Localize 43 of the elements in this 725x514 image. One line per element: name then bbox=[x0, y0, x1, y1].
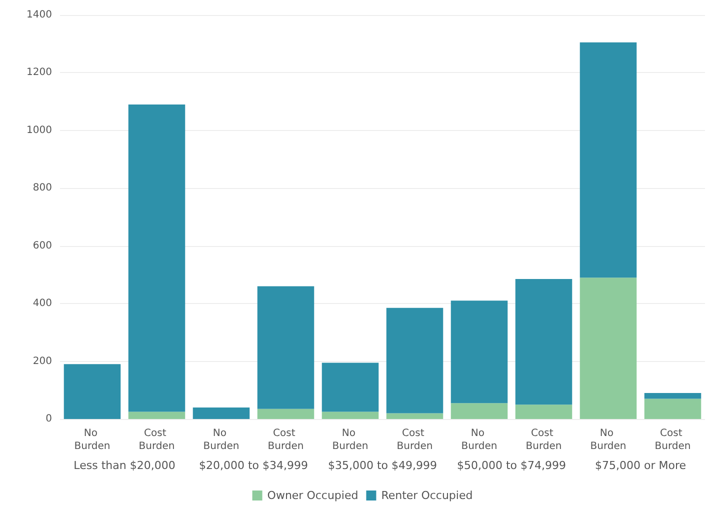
x-tick-label: Cost Burden bbox=[138, 428, 175, 452]
y-tick-label: 1400 bbox=[26, 10, 52, 20]
x-tick-label: No Burden bbox=[74, 428, 110, 452]
bar bbox=[128, 104, 186, 412]
y-tick-label: 600 bbox=[32, 240, 52, 252]
bar bbox=[386, 308, 444, 414]
bar bbox=[257, 408, 314, 419]
text: Less than $20,000 bbox=[74, 459, 176, 472]
y-tick-label: 1200 bbox=[26, 67, 52, 78]
y-tick-label: 800 bbox=[32, 182, 52, 194]
text: $50,000 to $74,999 bbox=[456, 459, 566, 472]
bar bbox=[515, 404, 572, 419]
x-tick-label: No Burden bbox=[590, 428, 626, 452]
bar bbox=[386, 413, 444, 419]
legend-label: Owner Occupied bbox=[267, 489, 358, 502]
text: $35,000 to $49,999 bbox=[328, 459, 438, 472]
bar bbox=[515, 279, 572, 405]
bar bbox=[128, 412, 186, 419]
text: $75,000 or More bbox=[594, 459, 686, 472]
y-tick-label: 400 bbox=[32, 298, 52, 310]
bar bbox=[192, 407, 250, 419]
bar bbox=[580, 42, 637, 278]
bar bbox=[644, 393, 702, 399]
y-tick-label: 200 bbox=[32, 356, 52, 367]
bar bbox=[644, 398, 702, 419]
bar bbox=[450, 300, 508, 404]
x-tick-label: No Burden bbox=[332, 428, 368, 452]
bar bbox=[257, 286, 314, 409]
x-tick-label: No Burden bbox=[461, 428, 498, 452]
bar bbox=[64, 364, 121, 419]
legend-label: Renter Occupied bbox=[381, 489, 473, 502]
x-tick-label: Cost Burden bbox=[654, 428, 691, 452]
x-tick-label: Cost Burden bbox=[396, 428, 433, 452]
bar bbox=[580, 278, 637, 419]
y-tick-label: 0 bbox=[46, 414, 52, 424]
x-tick-label: Cost Burden bbox=[526, 428, 562, 452]
text: $20,000 to $34,999 bbox=[198, 459, 308, 472]
y-tick-label: 1000 bbox=[26, 124, 52, 136]
x-tick-label: Cost Burden bbox=[268, 428, 304, 452]
bar bbox=[450, 403, 508, 419]
bar bbox=[322, 362, 379, 412]
bar bbox=[322, 412, 379, 419]
x-tick-label: No Burden bbox=[203, 428, 240, 452]
